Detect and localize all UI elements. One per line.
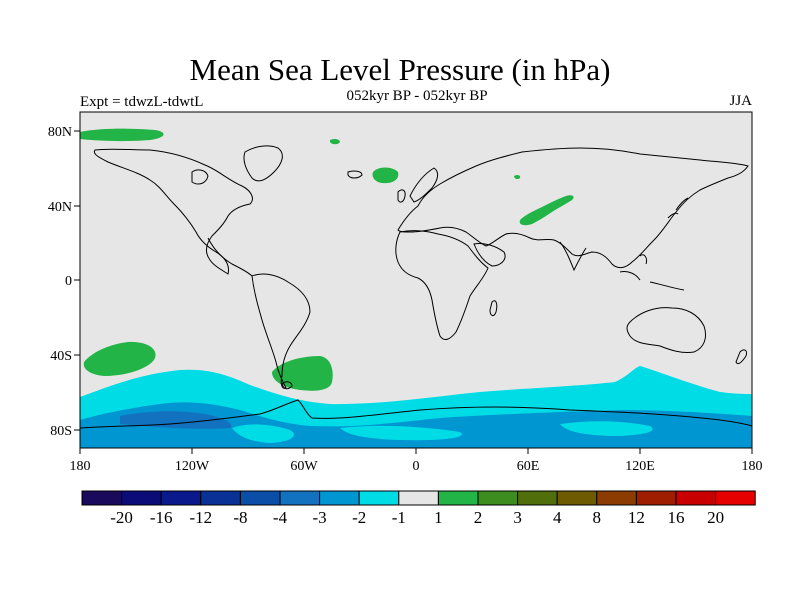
coast-se-asia-islands: [619, 254, 685, 291]
season-label: JJA: [729, 93, 752, 109]
coast-india: [559, 241, 587, 272]
coast-arabia: [473, 243, 506, 267]
colorbar-label: 2: [474, 508, 483, 527]
coast-antarctica: [80, 399, 752, 429]
coast-new-zealand: [735, 349, 747, 365]
lon-label-60w: 60W: [290, 459, 318, 474]
contour-patch-south-pacific: [83, 341, 156, 376]
experiment-label: Expt = tdwzL-tdwtL: [80, 94, 204, 110]
map-ticks: [74, 130, 753, 454]
colorbar-swatch: [715, 490, 756, 506]
colorbar-swatch: [200, 490, 241, 506]
colorbar-label: -3: [313, 508, 327, 527]
colorbar-label: -16: [150, 508, 173, 527]
coast-scandinavia: [409, 167, 439, 203]
colorbar-swatch: [675, 490, 717, 506]
colorbar-swatch: [81, 490, 123, 506]
colorbar-label: -2: [352, 508, 366, 527]
contour-patch-arctic-small: [330, 138, 340, 145]
colorbar-swatch: [398, 490, 439, 506]
coast-madagascar: [489, 300, 498, 317]
colorbar-swatch: [358, 490, 400, 506]
coast-tierra-del-fuego: [281, 381, 293, 390]
lat-label-80n: 80N: [48, 125, 72, 140]
coast-japan: [667, 197, 689, 219]
colorbar-swatch: [635, 490, 677, 506]
colorbar-swatch: [160, 490, 202, 506]
lon-label-120e: 120E: [625, 459, 655, 474]
contour-band-minus3: [120, 411, 232, 429]
colorbar-label: 8: [593, 508, 602, 527]
colorbar-swatch: [477, 490, 519, 506]
colorbar-swatch: [279, 490, 321, 506]
lat-label-40s: 40S: [50, 349, 72, 364]
lon-label-180e: 180: [742, 459, 763, 474]
colorbar-swatch: [239, 490, 281, 506]
map-title: Mean Sea Level Pressure (in hPa): [189, 52, 611, 87]
colorbar-label: 3: [513, 508, 522, 527]
colorbar-swatch: [121, 490, 162, 506]
coast-british-isles: [397, 189, 406, 203]
coastlines: [80, 145, 752, 429]
colorbar-label: 16: [668, 508, 685, 527]
colorbar-swatch: [437, 490, 479, 506]
lat-label-0: 0: [65, 274, 72, 289]
lat-labels: 80N 40N 0 40S 80S: [48, 125, 72, 439]
contour-band-minus1-inner: [232, 421, 653, 443]
colorbar-label: -20: [110, 508, 133, 527]
lon-labels: 180 120W 60W 0 60E 120E 180: [70, 459, 763, 474]
coast-iceland: [347, 170, 363, 179]
lon-label-0: 0: [413, 459, 420, 474]
coast-greenland: [243, 145, 283, 182]
contour-patch-norwegian-sea: [372, 167, 399, 184]
colorbar-label: 20: [707, 508, 724, 527]
colorbar: -20 -16 -12 -8 -4 -3 -2 -1 1 2 3 4 8 12 16 20: [81, 490, 756, 527]
colorbar-label: -4: [273, 508, 288, 527]
map-plot-area: [80, 112, 752, 448]
contour-patch-arctic: [80, 128, 164, 142]
coast-eurasia: [397, 147, 749, 269]
colorbar-label: 4: [553, 508, 562, 527]
lon-label-180w: 180: [70, 459, 91, 474]
lon-label-120w: 120W: [175, 459, 210, 474]
colorbar-swatch: [556, 490, 598, 506]
contour-patch-central-asia: [519, 195, 574, 226]
colorbar-swatch: [596, 490, 637, 506]
coast-africa: [395, 230, 489, 340]
colorbar-label: 12: [628, 508, 645, 527]
contour-patch-siberia: [514, 174, 521, 180]
colorbar-label: -12: [189, 508, 212, 527]
coast-central-america: [207, 237, 253, 277]
colorbar-label: 1: [434, 508, 443, 527]
lat-label-80s: 80S: [50, 424, 72, 439]
coast-australia: [626, 307, 707, 353]
lon-label-60e: 60E: [517, 459, 540, 474]
coast-north-america: [93, 148, 253, 275]
colorbar-swatch: [517, 490, 558, 506]
colorbar-label: -8: [233, 508, 247, 527]
lat-label-40n: 40N: [48, 200, 72, 215]
period-label: 052kyr BP - 052kyr BP: [346, 88, 488, 104]
colorbar-swatch: [319, 490, 360, 506]
coast-hudson-bay: [191, 169, 209, 185]
coast-south-america: [251, 273, 311, 389]
colorbar-label: -1: [392, 508, 406, 527]
